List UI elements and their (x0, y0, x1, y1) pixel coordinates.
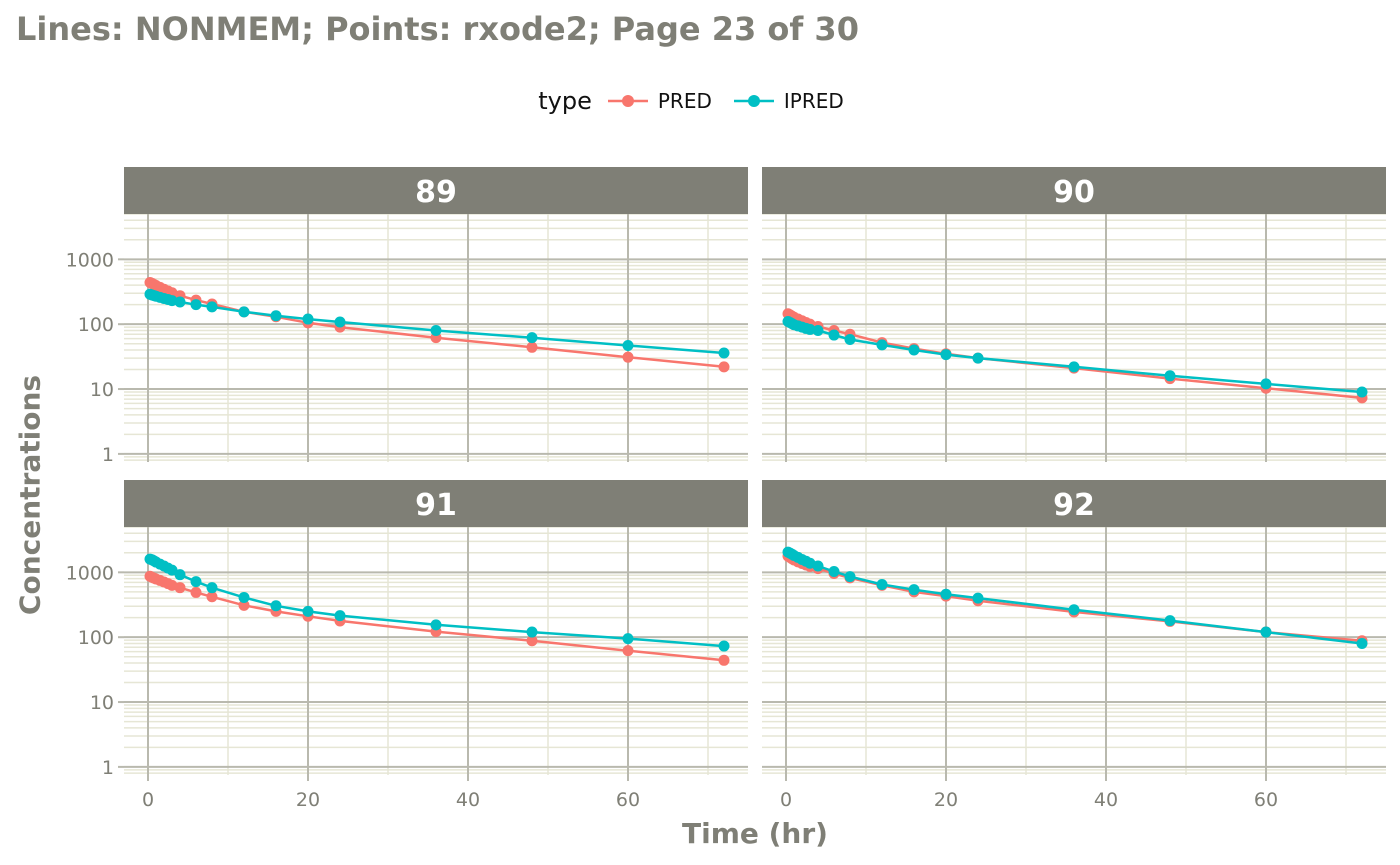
facet-strip-label: 92 (1053, 488, 1095, 523)
y-tick-label: 1000 (66, 249, 114, 271)
x-tick-label: 0 (780, 789, 792, 811)
facet-panel-90: 90 (762, 167, 1386, 462)
legend-key-pred (607, 95, 648, 107)
data-point-pred (718, 654, 730, 666)
data-point-ipred (1068, 604, 1080, 616)
data-point-pred (238, 599, 250, 611)
data-point-ipred (1164, 615, 1176, 627)
data-point-ipred (940, 588, 952, 600)
data-point-pred (190, 586, 202, 598)
data-point-ipred (622, 339, 634, 351)
y-axis-label: Concentrations (13, 374, 47, 616)
x-tick-label: 40 (1094, 789, 1118, 811)
legend-item-pred: PRED (604, 89, 712, 113)
y-tick-label: 10 (90, 692, 114, 714)
data-point-ipred (718, 640, 730, 652)
data-point-ipred (166, 564, 178, 576)
data-point-ipred (238, 591, 250, 603)
data-point-ipred (972, 352, 984, 364)
data-point-ipred (526, 626, 538, 638)
facet-strip (762, 167, 1386, 214)
y-tick-label: 1000 (66, 562, 114, 584)
y-tick-label: 1 (102, 757, 114, 779)
data-point-ipred (1164, 370, 1176, 382)
facet-strip (124, 167, 748, 214)
data-point-ipred (972, 592, 984, 604)
data-point-pred (718, 361, 730, 373)
y-tick-label: 1 (102, 444, 114, 466)
y-tick-label: 100 (78, 627, 114, 649)
data-point-ipred (622, 633, 634, 645)
data-point-ipred (190, 299, 202, 311)
facet-panel-91: 91 1 10 100 1000 0 20 40 60 (66, 480, 748, 811)
legend: type PRED IPRED (0, 84, 1400, 118)
data-point-ipred (174, 296, 186, 308)
x-tick-label: 40 (456, 789, 480, 811)
y-tick-label: 100 (78, 314, 114, 336)
data-point-ipred (174, 569, 186, 581)
facet-panel-89: 89 1 10 100 1000 (66, 167, 748, 466)
data-point-ipred (844, 571, 856, 583)
data-point-ipred (804, 323, 816, 335)
data-point-pred (622, 351, 634, 363)
x-tick-label: 0 (142, 789, 154, 811)
legend-key-ipred (733, 95, 774, 107)
data-point-ipred (270, 310, 282, 322)
data-point-ipred (876, 578, 888, 590)
data-point-ipred (876, 339, 888, 351)
x-tick-label: 20 (934, 789, 958, 811)
legend-label-ipred: IPRED (783, 89, 844, 113)
y-tick-label: 10 (90, 379, 114, 401)
data-point-pred (622, 645, 634, 657)
facet-strip (124, 480, 748, 527)
data-point-ipred (828, 329, 840, 341)
data-point-ipred (718, 347, 730, 359)
data-point-ipred (1260, 378, 1272, 390)
facet-strip-label: 91 (415, 488, 457, 523)
x-tick-label: 60 (1254, 789, 1278, 811)
data-point-ipred (270, 600, 282, 612)
x-tick-label: 60 (616, 789, 640, 811)
data-point-ipred (430, 619, 442, 631)
data-point-ipred (940, 349, 952, 361)
facet-strip (762, 480, 1386, 527)
data-point-ipred (812, 560, 824, 572)
data-point-ipred (334, 316, 346, 328)
chart-title: Lines: NONMEM; Points: rxode2; Page 23 o… (16, 10, 859, 48)
data-point-ipred (908, 584, 920, 596)
data-point-ipred (812, 324, 824, 336)
facet-panel-92: 92 0 20 40 60 (762, 480, 1386, 811)
data-point-ipred (190, 576, 202, 588)
x-tick-label: 20 (296, 789, 320, 811)
data-point-pred (206, 591, 218, 603)
data-point-ipred (302, 605, 314, 617)
data-point-ipred (526, 332, 538, 344)
data-point-ipred (1068, 361, 1080, 373)
data-point-ipred (1356, 637, 1368, 649)
data-point-pred (174, 582, 186, 594)
data-point-ipred (430, 324, 442, 336)
data-point-pred (526, 635, 538, 647)
legend-item-ipred: IPRED (730, 89, 844, 113)
legend-title: type (538, 87, 592, 115)
x-axis-label: Time (hr) (682, 817, 828, 850)
data-point-ipred (1356, 386, 1368, 398)
data-point-ipred (206, 301, 218, 313)
data-point-ipred (844, 334, 856, 346)
data-point-ipred (908, 344, 920, 356)
data-point-pred (526, 341, 538, 353)
data-point-ipred (828, 565, 840, 577)
data-point-ipred (238, 306, 250, 318)
data-point-ipred (1260, 626, 1272, 638)
facet-strip-label: 90 (1053, 175, 1095, 210)
data-point-ipred (302, 313, 314, 325)
facet-strip-label: 89 (415, 175, 457, 210)
data-point-ipred (206, 582, 218, 594)
data-point-ipred (334, 610, 346, 622)
legend-label-pred: PRED (657, 89, 712, 113)
